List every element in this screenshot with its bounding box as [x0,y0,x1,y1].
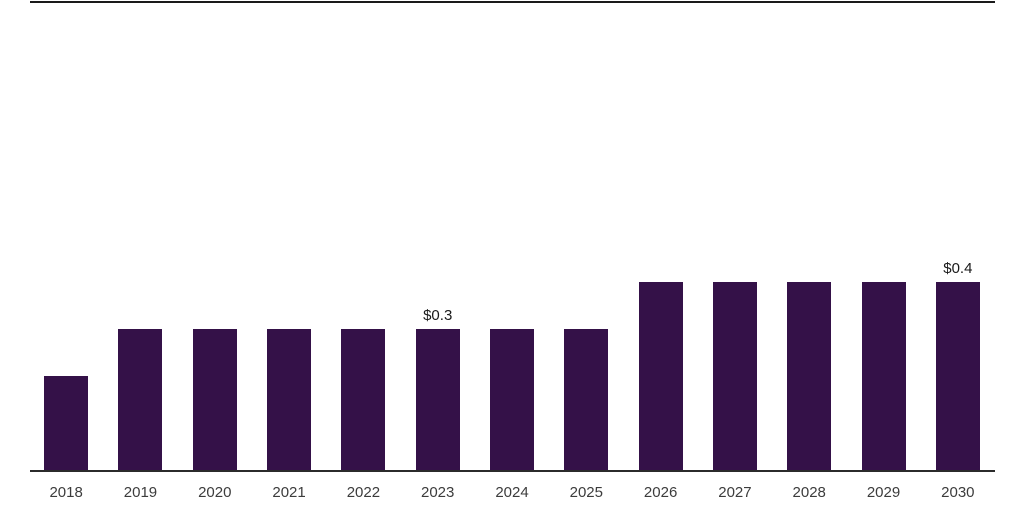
bar-2023 [416,329,460,470]
x-tick-2024: 2024 [495,484,529,501]
bar-2026 [639,282,683,470]
bar-2025 [564,329,608,470]
x-tick-2026: 2026 [643,484,678,501]
x-tick-2023: 2023 [421,484,455,501]
x-tick-2025: 2025 [569,484,603,501]
x-tick-2029: 2029 [866,484,901,501]
bar-2022 [341,329,385,470]
bar-2019 [118,329,162,470]
bar-2018 [44,376,88,470]
bar-value-label-2023: $0.3 [423,307,453,324]
x-axis-line [30,470,995,472]
bar-2024 [490,329,534,470]
bar-2029 [862,282,906,470]
x-axis-tick-labels: 2018 2019 2020 2021 2022 2023 2024 2025 2026 2027… [29,484,995,504]
bar-2027 [713,282,757,470]
x-tick-2018: 2018 [49,484,83,501]
bar-2020 [193,329,237,470]
x-tick-2028: 2028 [792,484,826,501]
bar-2030 [936,282,980,470]
bar-value-label-2030: $0.4 [943,260,973,277]
plot-area: $0.3 $0.4 [29,0,995,470]
bar-2028 [787,282,831,470]
x-tick-2020: 2020 [198,484,232,501]
bar-2021 [267,329,311,470]
top-divider-rule [30,1,995,3]
x-tick-2030: 2030 [941,484,975,501]
x-tick-2027: 2027 [718,484,752,501]
x-tick-2019: 2019 [123,484,158,501]
x-tick-2022: 2022 [346,484,381,501]
x-tick-2021: 2021 [272,484,306,501]
